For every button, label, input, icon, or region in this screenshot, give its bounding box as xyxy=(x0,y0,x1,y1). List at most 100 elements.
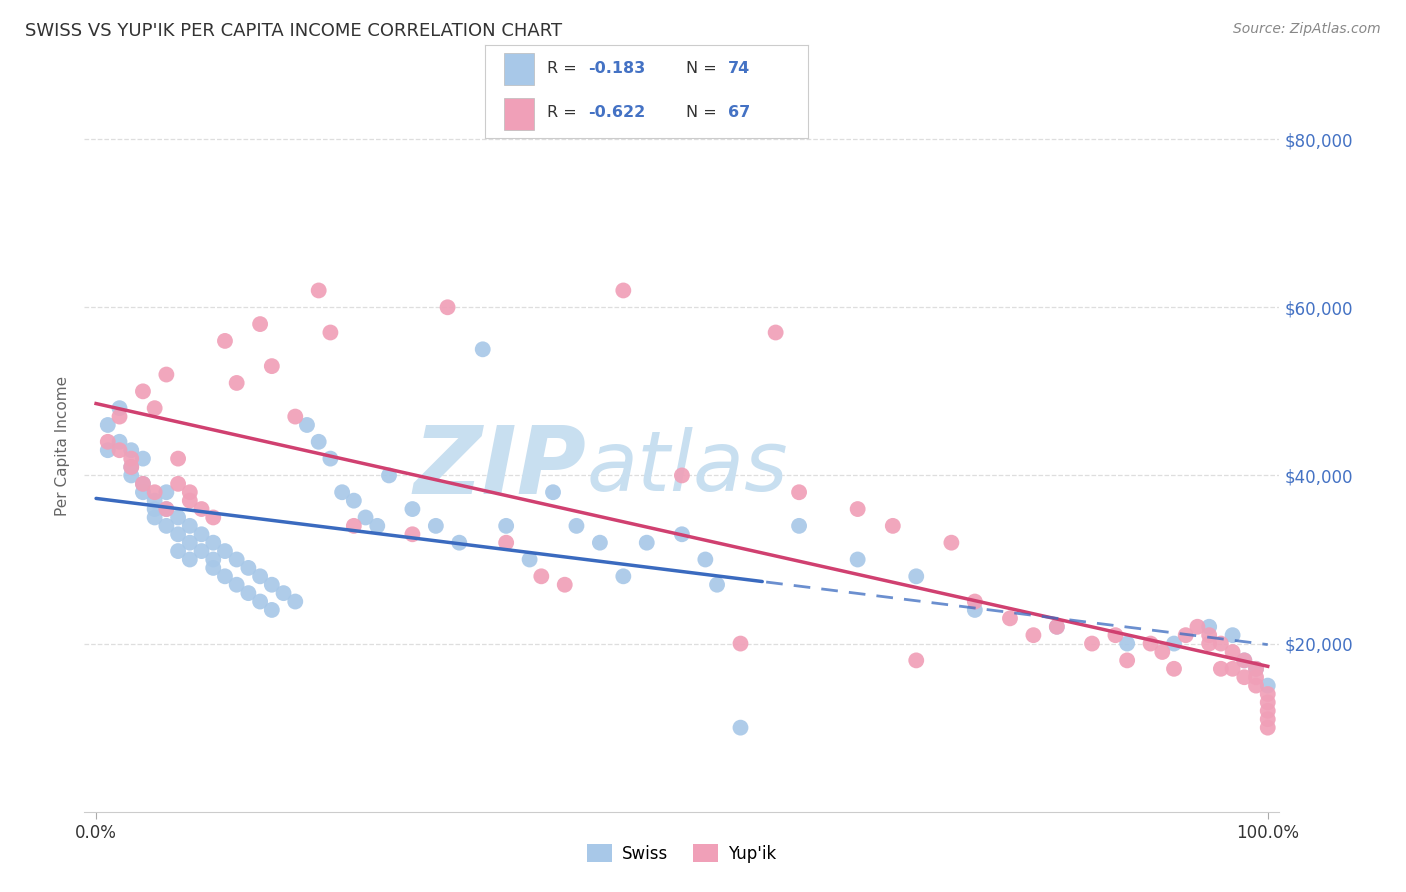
Point xyxy=(1163,636,1185,650)
Point xyxy=(401,527,423,541)
Text: Source: ZipAtlas.com: Source: ZipAtlas.com xyxy=(1233,22,1381,37)
Point xyxy=(1198,628,1220,642)
Point xyxy=(471,343,494,357)
Point xyxy=(846,552,869,566)
Point xyxy=(1174,628,1197,642)
Text: SWISS VS YUP'IK PER CAPITA INCOME CORRELATION CHART: SWISS VS YUP'IK PER CAPITA INCOME CORREL… xyxy=(25,22,562,40)
Point xyxy=(132,476,155,491)
Text: R =: R = xyxy=(547,62,582,77)
Point xyxy=(108,434,131,449)
Point xyxy=(97,417,120,432)
Point xyxy=(273,586,295,600)
Point xyxy=(495,519,517,533)
Point xyxy=(1244,670,1267,684)
Point xyxy=(765,326,787,340)
Text: ZIP: ZIP xyxy=(413,422,586,514)
Point xyxy=(1081,636,1104,650)
Point xyxy=(671,527,693,541)
Point xyxy=(612,284,634,298)
Point xyxy=(366,519,388,533)
Text: atlas: atlas xyxy=(586,427,787,508)
Text: -0.183: -0.183 xyxy=(589,62,645,77)
Point xyxy=(155,368,177,382)
Point xyxy=(401,502,423,516)
Point xyxy=(1198,620,1220,634)
Point xyxy=(1233,653,1256,667)
Point xyxy=(1116,653,1139,667)
Point xyxy=(143,485,166,500)
Point xyxy=(179,493,201,508)
Point xyxy=(1222,662,1244,676)
Point xyxy=(541,485,564,500)
Point xyxy=(343,519,366,533)
Point xyxy=(1257,679,1279,693)
Point xyxy=(155,502,177,516)
Point xyxy=(905,569,928,583)
Point xyxy=(179,485,201,500)
Point xyxy=(1257,687,1279,701)
Legend: Swiss, Yup'ik: Swiss, Yup'ik xyxy=(581,838,783,869)
Point xyxy=(155,485,177,500)
Point xyxy=(1233,670,1256,684)
Point xyxy=(155,519,177,533)
Point xyxy=(1222,645,1244,659)
Point xyxy=(108,443,131,458)
Text: N =: N = xyxy=(686,62,721,77)
Point xyxy=(97,434,120,449)
Point xyxy=(225,552,247,566)
FancyBboxPatch shape xyxy=(505,98,533,130)
Point xyxy=(214,544,236,558)
Point xyxy=(998,611,1021,625)
Point xyxy=(1233,653,1256,667)
Point xyxy=(143,510,166,524)
Point xyxy=(343,493,366,508)
Point xyxy=(787,519,810,533)
Text: R =: R = xyxy=(547,105,582,120)
Point xyxy=(1104,628,1126,642)
Text: 67: 67 xyxy=(728,105,749,120)
Point xyxy=(132,451,155,466)
Point xyxy=(1046,620,1069,634)
Point xyxy=(108,401,131,416)
FancyBboxPatch shape xyxy=(505,53,533,85)
Point xyxy=(308,284,330,298)
Point xyxy=(612,569,634,583)
Point xyxy=(319,326,342,340)
Point xyxy=(1046,620,1069,634)
Point xyxy=(636,535,658,549)
Point xyxy=(1022,628,1045,642)
Point xyxy=(249,594,271,608)
Point xyxy=(238,561,260,575)
Point xyxy=(554,578,576,592)
Point xyxy=(143,502,166,516)
Point xyxy=(143,493,166,508)
Point xyxy=(1244,662,1267,676)
Point xyxy=(787,485,810,500)
Point xyxy=(1257,695,1279,709)
Point xyxy=(214,569,236,583)
Y-axis label: Per Capita Income: Per Capita Income xyxy=(55,376,70,516)
Point xyxy=(295,417,318,432)
Point xyxy=(436,300,458,314)
Point xyxy=(155,502,177,516)
Point xyxy=(519,552,541,566)
Point xyxy=(905,653,928,667)
Point xyxy=(882,519,904,533)
Point xyxy=(120,443,142,458)
Point xyxy=(225,376,247,390)
Point xyxy=(425,519,447,533)
Point xyxy=(1222,628,1244,642)
Point xyxy=(846,502,869,516)
Point xyxy=(1209,636,1232,650)
Point xyxy=(706,578,728,592)
Point xyxy=(120,468,142,483)
Point xyxy=(1187,620,1209,634)
Point xyxy=(495,535,517,549)
Point xyxy=(108,409,131,424)
Point xyxy=(143,401,166,416)
Point xyxy=(260,603,283,617)
Point xyxy=(308,434,330,449)
Point xyxy=(1257,712,1279,726)
Point xyxy=(190,502,212,516)
Point xyxy=(238,586,260,600)
